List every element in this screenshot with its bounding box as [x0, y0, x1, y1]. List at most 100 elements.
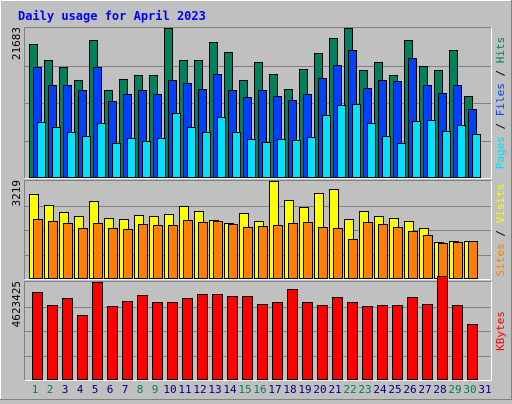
x-label-day-15: 15 [238, 383, 251, 396]
bar-kbytes-day-29 [452, 305, 463, 380]
bar-sites-day-6 [108, 228, 118, 279]
bar-sites-day-4 [78, 228, 88, 279]
x-label-day-27: 27 [418, 383, 431, 396]
x-label-day-7: 7 [122, 383, 129, 396]
bar-kbytes-day-30 [467, 324, 478, 380]
middle-bars [29, 181, 478, 279]
x-label-day-12: 12 [193, 383, 206, 396]
bar-sites-day-23 [363, 222, 373, 279]
x-label-day-28: 28 [433, 383, 446, 396]
bar-kbytes-day-16 [257, 304, 268, 380]
x-label-day-5: 5 [92, 383, 99, 396]
bar-sites-day-29 [453, 242, 463, 279]
bottom-bars [32, 276, 478, 380]
x-label-day-24: 24 [373, 383, 387, 396]
bar-kbytes-day-26 [407, 297, 418, 380]
bar-sites-day-10 [168, 225, 178, 279]
x-label-day-1: 1 [32, 383, 39, 396]
bar-sites-day-16 [258, 226, 268, 279]
bar-kbytes-day-3 [62, 298, 73, 380]
x-label-day-11: 11 [178, 383, 191, 396]
x-label-day-30: 30 [463, 383, 476, 396]
x-label-day-17: 17 [268, 383, 281, 396]
bar-sites-day-19 [303, 222, 313, 279]
bar-kbytes-day-4 [77, 315, 88, 380]
x-label-day-14: 14 [223, 383, 237, 396]
bar-sites-day-22 [348, 239, 358, 279]
bar-kbytes-day-9 [152, 302, 163, 380]
bar-pages-day-25 [397, 143, 406, 178]
bar-pages-day-24 [382, 136, 391, 178]
bar-sites-day-25 [393, 227, 403, 279]
bar-pages-day-23 [367, 123, 376, 178]
x-label-day-9: 9 [152, 383, 159, 396]
x-label-day-25: 25 [388, 383, 401, 396]
x-label-day-2: 2 [47, 383, 54, 396]
x-label-day-18: 18 [283, 383, 296, 396]
bar-kbytes-day-27 [422, 304, 433, 380]
bar-sites-day-30 [468, 241, 478, 279]
x-label-day-21: 21 [328, 383, 341, 396]
bar-pages-day-9 [157, 138, 166, 178]
bar-kbytes-day-19 [302, 302, 313, 380]
top-bars [29, 28, 481, 178]
bar-pages-day-27 [427, 120, 436, 178]
legend-hits: Hits [494, 37, 507, 64]
bar-pages-day-4 [82, 136, 91, 178]
bar-kbytes-day-5 [92, 282, 103, 380]
bar-kbytes-day-14 [227, 296, 238, 380]
bar-pages-day-11 [187, 127, 196, 178]
bar-sites-day-14 [228, 224, 238, 279]
bar-kbytes-day-17 [272, 302, 283, 380]
bar-kbytes-day-13 [212, 294, 223, 380]
x-label-day-13: 13 [208, 383, 221, 396]
bar-sites-day-3 [63, 223, 73, 279]
top-legend: Pages / Files / Hits [494, 37, 507, 170]
x-label-day-16: 16 [253, 383, 266, 396]
x-label-day-29: 29 [448, 383, 461, 396]
bar-sites-day-5 [93, 223, 103, 279]
middle-legend: Sites / Visits [494, 184, 507, 277]
bar-pages-day-14 [232, 132, 241, 178]
legend-text: Pages / Files / Hits [494, 37, 507, 170]
bar-sites-day-21 [333, 228, 343, 279]
bar-kbytes-day-20 [317, 305, 328, 380]
bar-pages-day-2 [52, 127, 61, 178]
bar-kbytes-day-18 [287, 289, 298, 380]
chart-title: Daily usage for April 2023 [18, 9, 206, 23]
legend-separator: / [494, 223, 507, 243]
bar-pages-day-16 [262, 142, 271, 178]
x-axis-day-labels: 1 2 3 4 5 6 7 8 9 10 11 12 13 14 15 16 17 18 19 20 21 22 23 24 2… [32, 383, 492, 396]
bar-pages-day-19 [307, 137, 316, 178]
bar-sites-day-28 [438, 243, 448, 279]
x-label-day-23: 23 [358, 383, 371, 396]
bottom-legend: KBytes [494, 311, 507, 351]
bottom-ymax-label: 4623425 [10, 281, 23, 327]
top-ymax-label: 21683 [10, 27, 23, 60]
bar-pages-day-18 [292, 140, 301, 178]
bar-kbytes-day-25 [392, 305, 403, 380]
bar-kbytes-day-28 [437, 276, 448, 380]
x-label-day-31: 31 [478, 383, 491, 396]
legend-text: Sites / Visits [494, 184, 507, 277]
x-label-day-6: 6 [107, 383, 114, 396]
bar-sites-day-7 [123, 229, 133, 279]
legend-files: Files [494, 83, 507, 116]
bar-sites-day-9 [153, 225, 163, 279]
legend-pages: Pages [494, 136, 507, 169]
bar-sites-day-17 [273, 225, 283, 279]
bar-pages-day-1 [37, 122, 46, 178]
legend-separator: / [494, 63, 507, 83]
bar-kbytes-day-21 [332, 297, 343, 380]
bar-pages-day-26 [412, 121, 421, 178]
bar-sites-day-12 [198, 222, 208, 279]
bar-sites-day-18 [288, 223, 298, 279]
bar-pages-day-15 [247, 139, 256, 178]
bar-sites-day-11 [183, 220, 193, 279]
x-label-day-10: 10 [163, 383, 176, 396]
bar-kbytes-day-11 [182, 298, 193, 380]
bar-pages-day-22 [352, 104, 361, 178]
